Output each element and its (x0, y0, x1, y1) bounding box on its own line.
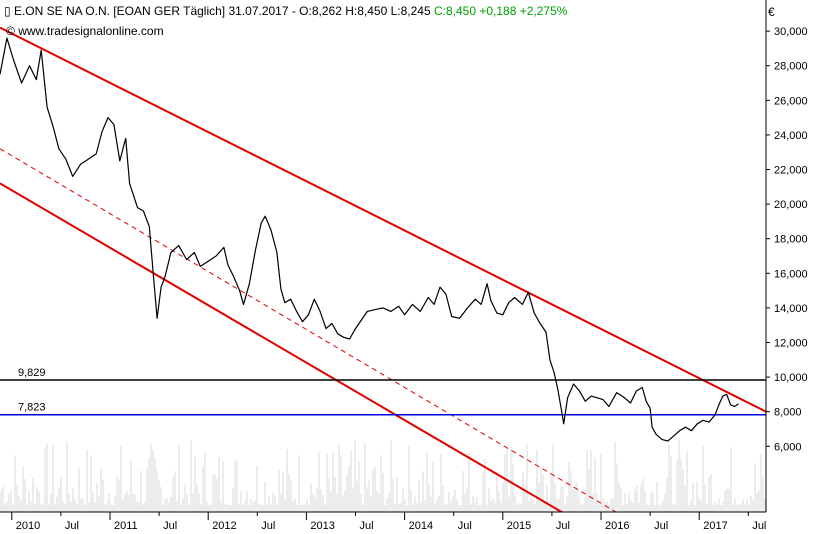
x-tick-label: Jul (360, 520, 374, 532)
trend-channel (0, 26, 766, 512)
y-tick-label: 14,000 (774, 303, 808, 315)
y-tick-label: 16,000 (774, 268, 808, 280)
plot-area (0, 0, 766, 512)
x-tick-label: Jul (65, 520, 79, 532)
y-tick-label: 8,000 (774, 407, 802, 419)
channel-line-2 (0, 148, 617, 512)
y-tick-label: 28,000 (774, 61, 808, 73)
price-line-1 (0, 37, 739, 442)
y-tick-label: 20,000 (774, 199, 808, 211)
source-label: © www.tradesignalonline.com (6, 24, 164, 38)
x-tick-label: 2010 (16, 520, 40, 532)
y-tick-label: 6,000 (774, 441, 802, 453)
price-series (0, 37, 739, 442)
y-tick-label: 10,000 (774, 372, 808, 384)
y-tick-label: 12,000 (774, 337, 808, 349)
horizontal-levels: 9,829 7,823 (0, 367, 766, 416)
y-axis-ticks: 30,000 28,000 26,000 24,000 22,000 20,000 18,0… (766, 26, 808, 453)
channel-line-3 (0, 182, 564, 512)
currency-label: € (768, 5, 775, 19)
x-tick-label: 2015 (507, 520, 531, 532)
y-tick-label: 24,000 (774, 130, 808, 142)
volume-bars (0, 440, 766, 512)
x-tick-label: 2016 (605, 520, 629, 532)
channel-line-1 (0, 26, 766, 413)
y-tick-label: 18,000 (774, 234, 808, 246)
chart-header: ▯ E.ON SE NA O.N. [EOAN GER Täglich] 31.… (4, 4, 567, 18)
y-tick-label: 22,000 (774, 165, 808, 177)
x-tick-label: 2013 (310, 520, 334, 532)
source-url: www.tradesignalonline.com (18, 24, 164, 38)
y-tick-label: 30,000 (774, 26, 808, 38)
x-tick-label: 2017 (703, 520, 727, 532)
x-tick-label: 2011 (114, 520, 138, 532)
level-label-2: 7,823 (18, 402, 46, 414)
copyright-icon: © (6, 24, 15, 38)
x-tick-label: Jul (654, 520, 668, 532)
x-axis-ticks: 2010 Jul 2011 Jul 2012 Jul 2013 Jul 2014 Jul 2015 J… (11, 512, 766, 532)
level-label-1: 9,829 (18, 367, 46, 379)
price-change: C:8,450 +0,188 +2,275% (433, 4, 568, 18)
x-tick-label: 2012 (212, 520, 236, 532)
x-tick-label: Jul (261, 520, 275, 532)
x-tick-label: 2014 (409, 520, 433, 532)
x-tick-label: Jul (163, 520, 177, 532)
x-tick-label: Jul (752, 520, 766, 532)
x-tick-label: Jul (458, 520, 472, 532)
instrument-info: E.ON SE NA O.N. [EOAN GER Täglich] 31.07… (13, 4, 431, 18)
x-tick-label: Jul (556, 520, 570, 532)
instrument-icon: ▯ (4, 4, 11, 18)
y-tick-label: 26,000 (774, 95, 808, 107)
